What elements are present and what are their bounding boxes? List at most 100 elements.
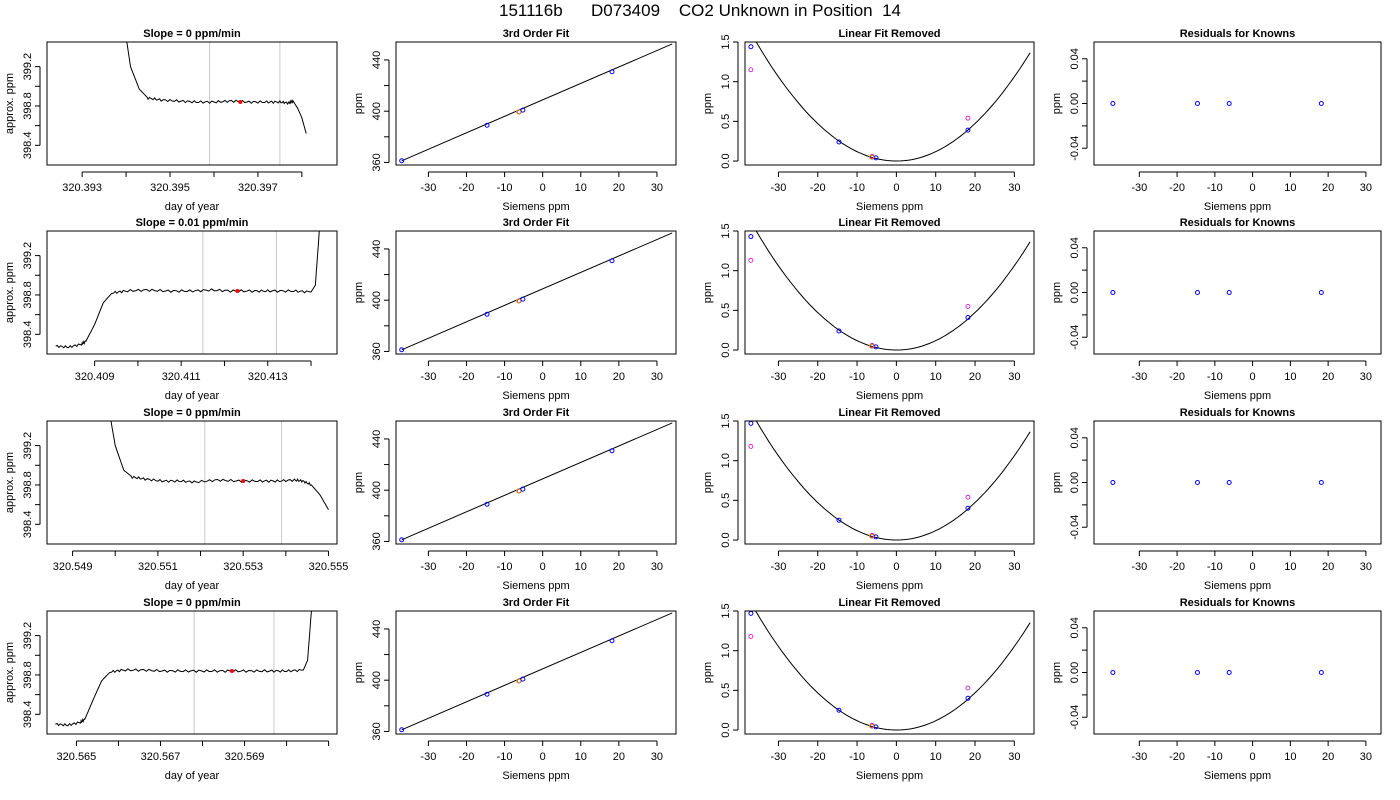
plot-area	[55, 231, 320, 354]
data-point	[1110, 290, 1116, 295]
x-tick-label: 0	[893, 561, 899, 573]
y-axis-label: ppm	[353, 282, 365, 303]
y-tick-label: 1.5	[720, 413, 732, 428]
plot-area	[399, 232, 673, 353]
raw-point	[748, 67, 754, 73]
data-point	[836, 707, 842, 713]
y-tick-label: 0.5	[720, 683, 732, 698]
y-tick-label: 0.00	[1069, 93, 1081, 114]
y-tick-label: 398.8	[22, 281, 34, 309]
fit-line	[401, 422, 673, 541]
data-point	[748, 234, 754, 240]
x-tick-label: 320.395	[150, 182, 190, 194]
panel-9: Slope = 0 ppm/min 320.549 320.551 320.553 32…	[4, 407, 348, 592]
x-tick-label: -10	[1207, 182, 1223, 194]
unknown-point	[869, 154, 875, 160]
y-tick-label: 0.00	[1069, 282, 1081, 303]
data-point	[965, 695, 971, 701]
x-axis-label: Siemens ppm	[856, 390, 923, 402]
x-axis-label: Siemens ppm	[502, 580, 569, 592]
x-tick-label: 30	[1008, 561, 1020, 573]
x-tick-label: 320.397	[238, 182, 278, 194]
y-axis-label: ppm	[353, 93, 365, 114]
x-tick-label: 20	[1322, 371, 1334, 383]
data-point	[1226, 290, 1232, 295]
y-axis-label: approx. ppm	[4, 452, 16, 513]
x-tick-label: 30	[1360, 371, 1372, 383]
x-tick-label: 320.411	[162, 371, 201, 383]
unknown-point	[869, 533, 875, 539]
x-tick-label: 30	[1008, 182, 1020, 194]
x-tick-label: 30	[651, 751, 663, 763]
data-point	[484, 122, 490, 128]
data-point	[1318, 670, 1324, 675]
x-tick-label: 320.569	[225, 751, 265, 763]
y-axis-label: ppm	[702, 662, 714, 683]
fit-line	[401, 43, 673, 162]
data-point	[609, 638, 615, 644]
plot-area	[1110, 101, 1324, 106]
data-point	[1110, 101, 1116, 106]
data-point	[609, 258, 615, 264]
y-tick-label: 440	[371, 620, 383, 638]
panel-title: Slope = 0.01 ppm/min	[136, 217, 249, 229]
y-axis-label: approx. ppm	[4, 642, 16, 703]
data-point	[484, 311, 490, 317]
x-tick-label: 10	[575, 182, 587, 194]
x-axis-label: Siemens ppm	[1204, 770, 1271, 782]
y-tick-label: 0.00	[1069, 662, 1081, 683]
x-axis-label: Siemens ppm	[502, 390, 569, 402]
y-tick-label: 360	[371, 342, 383, 360]
y-tick-label: 399.2	[22, 242, 34, 270]
y-tick-label: 399.2	[22, 432, 34, 460]
panel-frame	[744, 610, 1035, 735]
panel-title: Slope = 0 ppm/min	[143, 597, 241, 609]
raw-point	[965, 685, 971, 691]
panel-frame	[46, 230, 338, 355]
data-point	[1318, 480, 1324, 485]
y-tick-label: 440	[371, 51, 383, 69]
x-tick-label: 0	[893, 182, 899, 194]
x-tick-label: -30	[420, 182, 436, 194]
x-tick-label: 0	[893, 751, 899, 763]
y-tick-label: -0.04	[1069, 705, 1081, 730]
x-tick-label: 10	[575, 371, 587, 383]
plot-area	[399, 43, 673, 164]
panel-frame	[395, 610, 677, 735]
unknown-point	[869, 343, 875, 349]
plot-area	[748, 611, 1031, 731]
panel-title: Slope = 0 ppm/min	[143, 407, 241, 419]
raw-point	[965, 115, 971, 121]
x-tick-label: 20	[969, 561, 981, 573]
data-point	[520, 296, 526, 302]
data-point	[399, 347, 405, 353]
x-tick-label: -10	[497, 371, 513, 383]
x-tick-label: 0	[893, 371, 899, 383]
unknown-point	[869, 723, 875, 729]
figure-title: 151116b D073409 CO2 Unknown in Position …	[499, 1, 901, 20]
y-tick-label: 0.5	[720, 493, 732, 508]
y-axis-label: approx. ppm	[4, 73, 16, 134]
data-point	[1318, 290, 1324, 295]
panel-frame	[1093, 230, 1382, 355]
x-axis-label: Siemens ppm	[856, 580, 923, 592]
data-point	[520, 107, 526, 113]
x-tick-label: -30	[420, 751, 436, 763]
x-tick-label: -30	[420, 371, 436, 383]
x-tick-label: 10	[1284, 561, 1296, 573]
data-point	[965, 314, 971, 320]
y-axis-label: ppm	[353, 472, 365, 493]
y-tick-label: 0.04	[1069, 427, 1081, 448]
x-axis-label: Siemens ppm	[502, 770, 569, 782]
panel-frame	[1093, 41, 1382, 166]
plot-area	[55, 611, 312, 734]
plot-area	[399, 422, 673, 543]
y-axis-label: approx. ppm	[4, 262, 16, 323]
x-tick-label: -30	[770, 751, 786, 763]
y-tick-label: 398.4	[22, 511, 34, 539]
y-tick-label: -0.04	[1069, 515, 1081, 540]
panel-frame	[1093, 610, 1382, 735]
x-tick-label: -20	[459, 371, 475, 383]
x-tick-label: -20	[459, 751, 475, 763]
